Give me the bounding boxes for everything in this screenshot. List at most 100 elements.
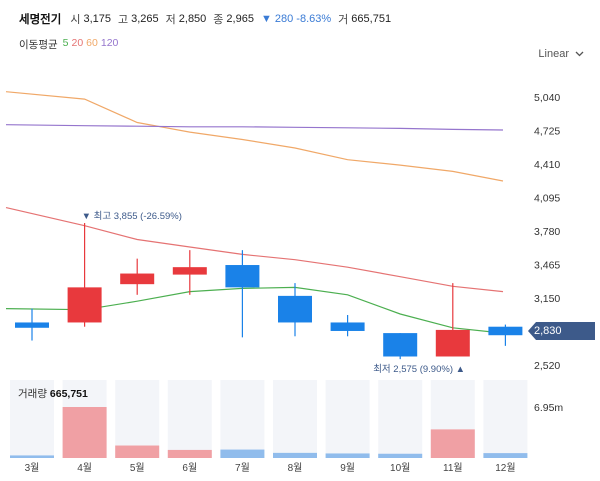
ma-20-line <box>5 207 504 293</box>
candle[interactable] <box>435 283 470 357</box>
candle-body <box>120 273 155 285</box>
y-tick-label: 4,095 <box>534 193 560 205</box>
ma-20-legend[interactable]: 20 <box>71 37 84 49</box>
volume-panel-title: 거래량 <box>18 388 47 400</box>
volume-bar <box>430 429 475 458</box>
candle-body <box>383 333 418 357</box>
volume-column-bg <box>167 380 212 458</box>
candle[interactable] <box>67 223 102 327</box>
x-tick-label: 7월 <box>235 462 250 474</box>
stock-name: 세명전기 <box>19 14 62 26</box>
high-price: 3,265 <box>131 13 159 25</box>
volume-bar <box>167 449 212 458</box>
candle[interactable] <box>488 324 523 346</box>
candle[interactable] <box>330 315 365 337</box>
candle[interactable] <box>120 258 155 295</box>
candle[interactable] <box>172 250 207 295</box>
y-tick-label: 5,040 <box>534 92 560 104</box>
volume-bar <box>10 455 54 458</box>
ma-60-line <box>5 91 504 182</box>
volume-column[interactable] <box>115 380 160 458</box>
candle[interactable] <box>225 250 260 338</box>
candle-body <box>435 329 470 357</box>
y-tick-label: 2,520 <box>534 360 560 372</box>
candle-body <box>172 267 207 275</box>
candle[interactable] <box>15 308 49 341</box>
volume-column-bg <box>10 380 54 458</box>
low-label: 저 <box>165 14 176 26</box>
volume-column-bg <box>325 380 370 458</box>
open-price: 3,175 <box>83 13 111 25</box>
volume-bar <box>273 452 317 458</box>
volume-column-bg <box>273 380 317 458</box>
close-price: 2,965 <box>226 13 254 25</box>
candle-body <box>225 265 260 288</box>
volume-axis-tick: 6.95m <box>534 402 563 414</box>
ma-5-line <box>5 286 504 334</box>
volume-column-bg <box>483 380 528 458</box>
x-tick-label: 11월 <box>443 462 463 474</box>
candle-body <box>488 326 523 336</box>
moving-average-lines <box>5 91 504 334</box>
volume-bar <box>378 453 423 458</box>
ma-5-legend[interactable]: 5 <box>62 37 69 49</box>
x-tick-label: 5월 <box>130 462 145 474</box>
volume-column[interactable] <box>378 380 423 458</box>
scale-selector-label: Linear <box>538 48 569 60</box>
candle-body <box>67 287 102 323</box>
volume-column-bg <box>115 380 160 458</box>
x-tick-label: 10월 <box>390 462 410 474</box>
candle[interactable] <box>278 283 312 337</box>
close-label: 종 <box>213 14 224 26</box>
volume-panel-label: 거래량 665,751 <box>18 386 88 401</box>
max-price-annotation: ▼ 최고 3,855 (-26.59%) <box>82 211 182 222</box>
candle-body <box>15 322 49 328</box>
candlestick-series <box>15 223 523 360</box>
candle-body <box>278 295 312 323</box>
y-tick-label: 3,465 <box>534 260 560 272</box>
volume-column-bg <box>220 380 265 458</box>
x-tick-label: 6월 <box>182 462 197 474</box>
volume-column[interactable] <box>273 380 317 458</box>
x-tick-label: 3월 <box>25 462 40 474</box>
volume-label: 거 <box>338 14 349 26</box>
y-tick-label: 4,725 <box>534 126 560 138</box>
min-price-annotation: 최저 2,575 (9.90%) ▲ <box>373 364 465 375</box>
moving-average-legend: 이동평균 5 20 60 120 <box>19 37 118 52</box>
chevron-down-icon <box>575 51 584 57</box>
volume-bar <box>220 449 265 458</box>
x-tick-label: 12월 <box>495 462 515 474</box>
ma-120-legend[interactable]: 120 <box>100 37 119 49</box>
candle-body <box>330 322 365 331</box>
volume-column[interactable] <box>62 380 107 458</box>
scale-selector[interactable]: Linear <box>538 48 584 60</box>
volume-panel-value: 665,751 <box>49 388 88 400</box>
volume-column[interactable] <box>430 380 475 458</box>
volume-bar <box>325 453 370 458</box>
volume-bar <box>115 445 160 458</box>
volume-value: 665,751 <box>351 13 392 25</box>
volume-column[interactable] <box>167 380 212 458</box>
y-tick-label: 3,150 <box>534 293 560 305</box>
volume-series <box>10 380 528 458</box>
volume-column[interactable] <box>325 380 370 458</box>
volume-column-bg <box>378 380 423 458</box>
price-change: ▼ 280 -8.63% <box>260 13 332 25</box>
low-price: 2,850 <box>178 13 207 25</box>
volume-column[interactable] <box>483 380 528 458</box>
moving-average-label: 이동평균 <box>19 39 58 51</box>
x-tick-label: 8월 <box>288 462 303 474</box>
candle[interactable] <box>383 333 418 360</box>
ma-60-legend[interactable]: 60 <box>86 37 98 49</box>
y-tick-label: 3,780 <box>534 226 560 238</box>
volume-column[interactable] <box>220 380 265 458</box>
volume-column[interactable] <box>10 380 54 458</box>
stock-summary-header: 세명전기 시 3,175 고 3,265 저 2,850 종 2,965 ▼ 2… <box>19 11 398 27</box>
volume-bar <box>483 453 528 458</box>
high-label: 고 <box>117 14 129 26</box>
y-tick-label: 4,410 <box>534 159 560 171</box>
x-tick-label: 9월 <box>340 462 355 474</box>
month-axis: 3월 4월 5월 6월 7월 8월 9월 10월 11월 12월 <box>25 462 516 474</box>
x-tick-label: 4월 <box>77 462 92 474</box>
